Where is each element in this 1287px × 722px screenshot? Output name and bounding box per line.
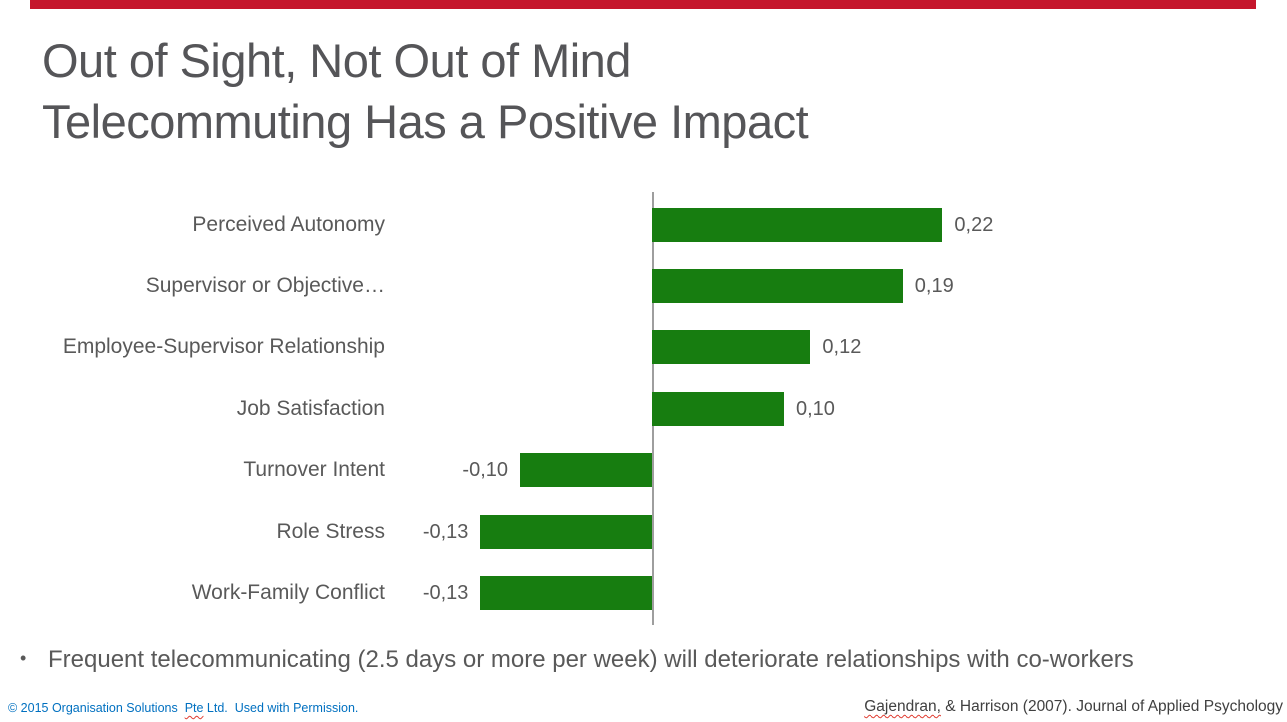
bar xyxy=(652,268,903,303)
citation-misspelled-word: Gajendran, xyxy=(864,698,941,715)
bar-value-label: 0,12 xyxy=(822,336,862,359)
slide-title: Out of Sight, Not Out of Mind Telecommuti… xyxy=(42,30,809,152)
bar xyxy=(480,575,652,610)
title-line-2: Telecommuting Has a Positive Impact xyxy=(42,95,809,148)
bar-value-label: 0,10 xyxy=(796,397,835,420)
bar-category-label: Work-Family Conflict xyxy=(191,580,385,604)
bar-row: Job Satisfaction 0,10 xyxy=(0,391,1287,426)
bar xyxy=(652,391,784,426)
bullet-marker: • xyxy=(20,648,27,668)
bar-category-label: Job Satisfaction xyxy=(236,396,385,420)
title-line-1: Out of Sight, Not Out of Mind xyxy=(42,34,631,87)
bar-category-label: Turnover Intent xyxy=(243,458,385,482)
bar-row: Work-Family Conflict -0,13 xyxy=(0,575,1287,610)
bar xyxy=(520,453,652,488)
bar-value-label: -0,10 xyxy=(462,459,508,482)
copyright-prefix: © 2015 Organisation Solutions xyxy=(8,701,185,715)
top-accent-bar xyxy=(30,0,1256,9)
bar-row: Perceived Autonomy 0,22 xyxy=(0,207,1287,242)
bar xyxy=(652,330,811,365)
bar-row: Role Stress -0,13 xyxy=(0,514,1287,549)
bar xyxy=(652,207,943,242)
bar-row: Turnover Intent -0,10 xyxy=(0,453,1287,488)
bar-row: Supervisor or Objective… 0,19 xyxy=(0,268,1287,303)
copyright-suffix: Ltd. Used with Permission. xyxy=(203,701,359,715)
copyright-note: © 2015 Organisation Solutions Pte Ltd. U… xyxy=(8,701,358,715)
bar-category-label: Supervisor or Objective… xyxy=(145,273,385,297)
bullet-text: Frequent telecommunicating (2.5 days or … xyxy=(48,646,1134,673)
bar-row: Employee-Supervisor Relationship 0,12 xyxy=(0,330,1287,365)
bar-value-label: -0,13 xyxy=(422,520,469,543)
bar-value-label: 0,19 xyxy=(914,274,954,297)
bar-category-label: Employee-Supervisor Relationship xyxy=(62,335,385,359)
copyright-misspelled-word: Pte xyxy=(184,701,204,715)
bar-category-label: Role Stress xyxy=(276,519,385,543)
bar-value-label: 0,22 xyxy=(954,213,994,236)
bar-category-label: Perceived Autonomy xyxy=(192,212,385,236)
bar xyxy=(480,514,652,549)
bar-value-label: -0,13 xyxy=(422,581,469,604)
citation: Gajendran, & Harrison (2007). Journal of… xyxy=(864,698,1283,716)
citation-rest: & Harrison (2007). Journal of Applied Ps… xyxy=(940,698,1283,715)
bar-chart: Perceived Autonomy 0,22 Supervisor or Obje… xyxy=(0,192,1287,625)
